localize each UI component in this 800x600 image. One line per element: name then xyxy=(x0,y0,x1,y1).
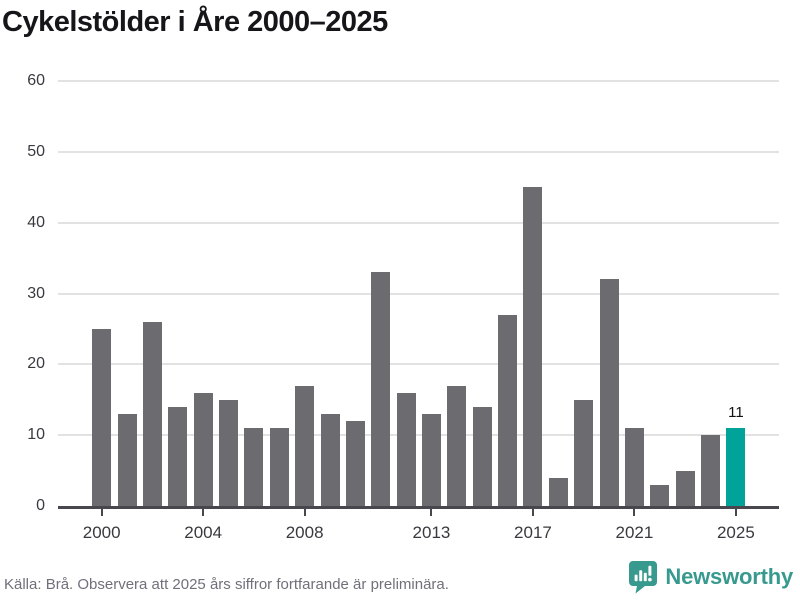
bar-2003 xyxy=(168,406,188,506)
bar-2018 xyxy=(548,477,568,506)
x-axis-line xyxy=(58,506,779,509)
gridline xyxy=(58,292,779,295)
x-axis-tick-label: 2013 xyxy=(412,523,451,542)
bar-2017 xyxy=(523,187,543,506)
gridline xyxy=(58,434,779,437)
x-axis-tick xyxy=(303,509,306,516)
bar-2016 xyxy=(498,314,518,506)
bar-2001 xyxy=(117,413,137,506)
x-axis-tick-label: 2008 xyxy=(285,523,324,542)
x-axis-tick-label: 2004 xyxy=(184,523,223,542)
y-axis-tick-label: 30 xyxy=(27,284,45,302)
bar-2004 xyxy=(193,392,213,506)
newsworthy-bubble-chart-icon xyxy=(628,560,658,594)
y-axis-tick-label: 20 xyxy=(27,355,45,373)
bar-2000 xyxy=(92,328,112,506)
y-axis-tick-label: 50 xyxy=(27,142,45,160)
x-axis-tick xyxy=(100,509,103,516)
bar-2019 xyxy=(574,399,594,506)
gridline xyxy=(58,80,779,82)
x-axis-tick-label: 2025 xyxy=(716,523,755,542)
bar-chart-plot-area: 0 10 20 30 40 50 60 11 2000 2004 2008 2013 2017 2021 2… xyxy=(27,72,779,542)
bar-2013 xyxy=(421,413,441,506)
bar-2012 xyxy=(396,392,416,506)
bar-2022 xyxy=(650,484,670,506)
gridline xyxy=(58,363,779,366)
bar-2011 xyxy=(371,272,391,506)
y-axis-tick-label: 10 xyxy=(27,426,45,444)
source-note: Källa: Brå. Observera att 2025 års siffr… xyxy=(4,576,449,593)
y-axis-tick-label: 60 xyxy=(27,72,45,89)
y-axis-tick-label: 40 xyxy=(27,213,45,231)
bar-2005 xyxy=(219,399,239,506)
x-axis-tick-label: 2021 xyxy=(615,523,654,542)
bar-2009 xyxy=(320,413,340,506)
x-axis-tick-label: 2000 xyxy=(82,523,121,542)
gridline xyxy=(58,150,779,153)
x-axis-tick-label: 2017 xyxy=(514,523,552,542)
x-axis-tick xyxy=(531,509,534,516)
bar-2002 xyxy=(142,321,162,506)
newsworthy-wordmark: Newsworthy xyxy=(665,564,793,589)
bar-value-label: 11 xyxy=(728,404,744,422)
bar-2025 xyxy=(726,428,746,506)
bar-2006 xyxy=(244,428,264,506)
bar-2015 xyxy=(472,406,492,506)
y-axis-tick-label: 0 xyxy=(36,497,45,514)
bar-2024 xyxy=(701,435,721,506)
x-axis-tick xyxy=(430,509,433,516)
x-axis-tick xyxy=(633,509,636,516)
gridline xyxy=(58,221,779,224)
bar-2023 xyxy=(675,470,695,506)
bar-2008 xyxy=(295,385,315,506)
bar-2010 xyxy=(345,421,365,506)
bar-2021 xyxy=(624,428,644,506)
x-axis-tick xyxy=(202,509,205,516)
x-axis-tick xyxy=(734,509,737,516)
bar-2014 xyxy=(447,385,467,506)
bar-2020 xyxy=(599,279,619,506)
newsworthy-logo: Newsworthy xyxy=(628,560,793,594)
chart-title: Cykelstölder i Åre 2000–2025 xyxy=(2,6,388,38)
bar-2007 xyxy=(269,428,289,506)
